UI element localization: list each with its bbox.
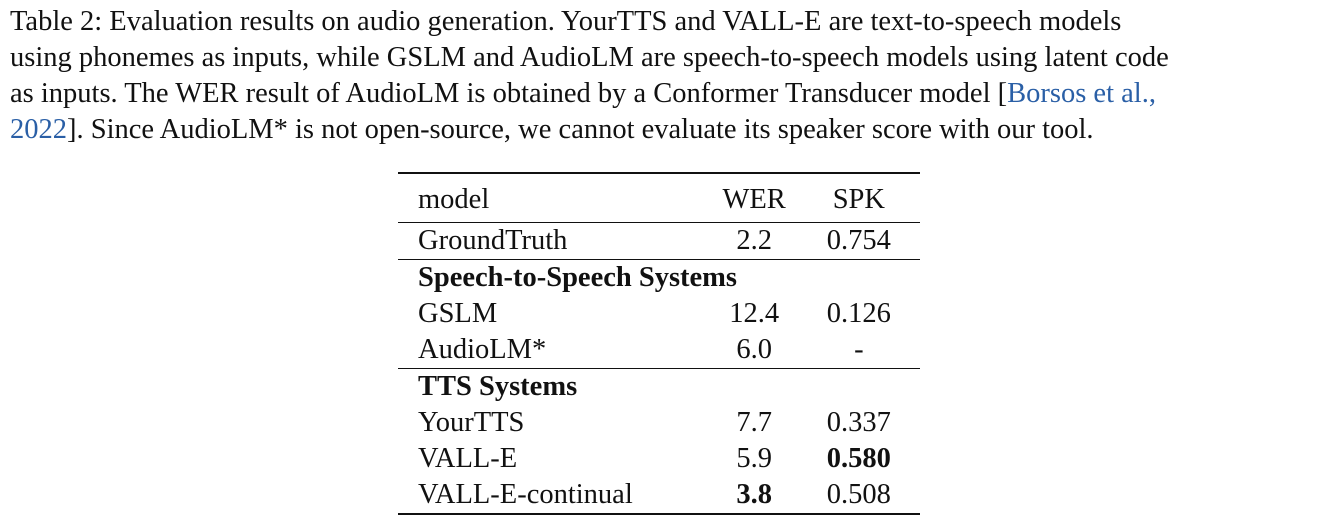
table-row: GSLM 12.4 0.126 <box>398 296 920 332</box>
cell-spk: - <box>854 334 864 365</box>
cell-model: GSLM <box>418 298 498 329</box>
header-spk: SPK <box>801 172 920 223</box>
table-header-row: model WER SPK <box>398 172 920 223</box>
section-row-speech-to-speech: Speech-to-Speech Systems <box>398 259 920 296</box>
table-caption: Table 2: Evaluation results on audio gen… <box>10 4 1320 148</box>
cell-spk-best: 0.580 <box>802 441 920 477</box>
results-table: model WER SPK GroundTruth 2.2 0.754 Spee… <box>398 172 920 515</box>
section-title: Speech-to-Speech Systems <box>398 259 920 296</box>
cell-wer: 7.7 <box>736 407 772 438</box>
cell-model: AudioLM* <box>418 334 547 365</box>
caption-line-1: Table 2: Evaluation results on audio gen… <box>10 6 1122 37</box>
best-value: 0.580 <box>826 443 891 474</box>
cell-wer: 6.0 <box>736 334 772 365</box>
cell-spk: 0.754 <box>801 222 920 260</box>
caption-line-2: using phonemes as inputs, while GSLM and… <box>10 42 1169 73</box>
caption-line-3: as inputs. The WER result of AudioLM is … <box>10 76 1320 112</box>
results-table-container: model WER SPK GroundTruth 2.2 0.754 Spee… <box>398 172 920 515</box>
cell-spk: 0.126 <box>826 298 891 329</box>
cell-model: VALL-E <box>418 443 518 474</box>
header-model: model <box>398 172 707 223</box>
table-row: AudioLM* 6.0 - <box>398 332 920 369</box>
cell-wer-best: 3.8 <box>706 477 802 515</box>
best-value: 3.8 <box>736 479 772 510</box>
cell-model: VALL-E-continual <box>398 477 707 515</box>
caption-line-4: 2022]. Since AudioLM* is not open-source… <box>10 112 1320 148</box>
cell-spk: 0.337 <box>826 407 891 438</box>
section-row-tts: TTS Systems <box>398 368 920 405</box>
table-row: VALL-E 5.9 0.580 <box>398 441 920 477</box>
cell-model: YourTTS <box>418 407 525 438</box>
caption-line-3-text: as inputs. The WER result of AudioLM is … <box>10 78 1008 109</box>
cell-wer: 2.2 <box>706 222 802 260</box>
caption-line-4-text: ]. Since AudioLM* is not open-source, we… <box>67 114 1094 145</box>
table-row: YourTTS 7.7 0.337 <box>398 405 920 441</box>
cell-spk: 0.508 <box>801 477 920 515</box>
table-row: VALL-E-continual 3.8 0.508 <box>398 477 920 515</box>
citation-link[interactable]: Borsos et al., <box>1007 78 1156 109</box>
cell-wer: 5.9 <box>736 443 772 474</box>
section-title: TTS Systems <box>398 368 920 405</box>
cell-wer: 12.4 <box>729 298 780 329</box>
citation-year-link[interactable]: 2022 <box>10 114 67 145</box>
table-row: GroundTruth 2.2 0.754 <box>398 222 920 260</box>
cell-model: GroundTruth <box>398 222 707 260</box>
header-wer: WER <box>706 172 802 223</box>
